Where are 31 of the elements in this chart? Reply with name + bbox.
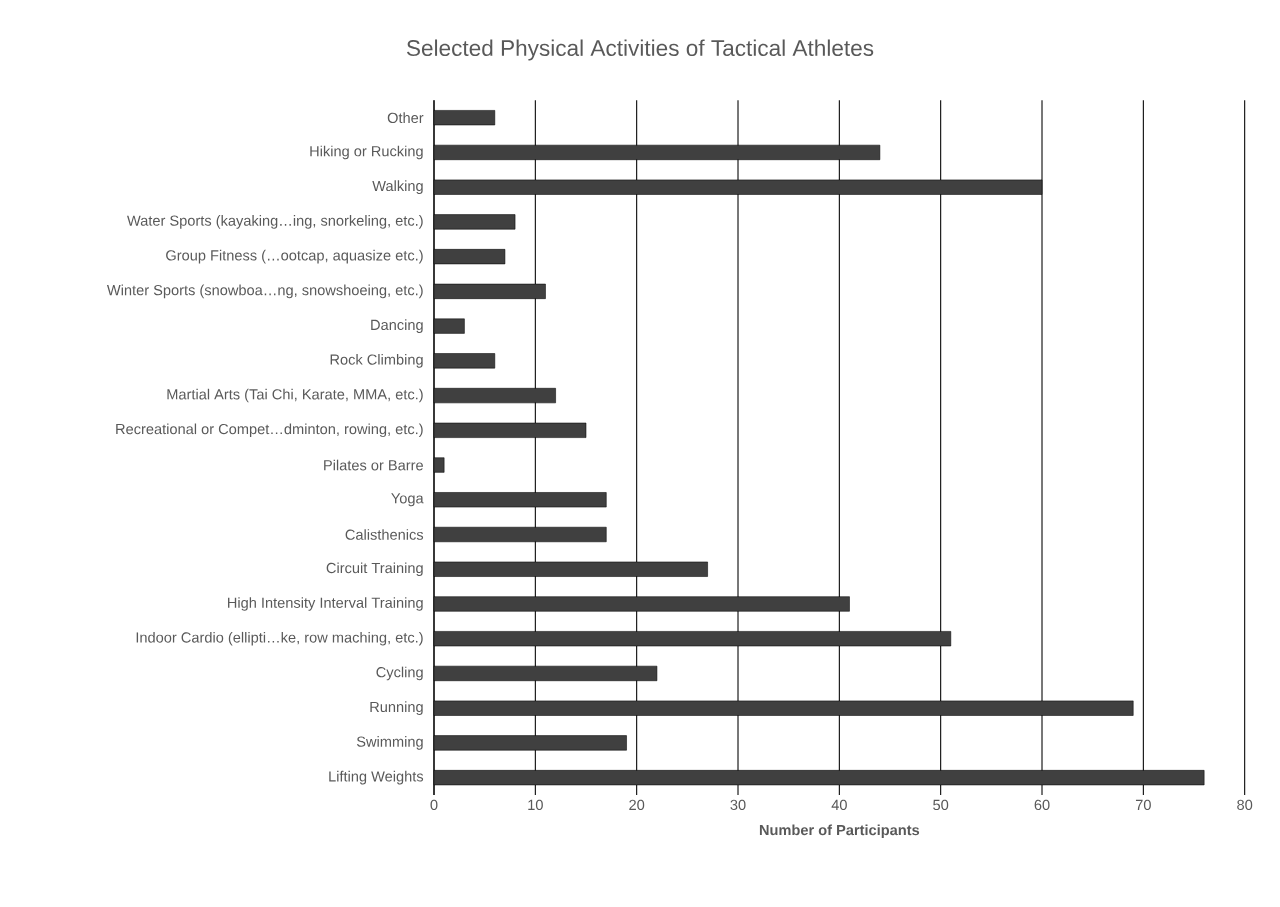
x-axis-title: Number of Participants	[759, 824, 920, 839]
y-tick-label: Other	[387, 112, 424, 124]
y-tick-label: Circuit Training	[326, 562, 423, 577]
y-tick-label: Winter Sports (snowboa…ng, snowshoeing, etc.)	[106, 284, 423, 299]
y-tick-label: Yoga	[391, 493, 424, 507]
y-tick-label: Dancing	[371, 319, 423, 333]
chart-title: Selected Physical Activities of Tactical Athletes	[406, 39, 874, 61]
x-tick-label: 0	[430, 799, 438, 811]
x-tick-label: 50	[933, 799, 949, 811]
y-tick-label: Group Fitness (…ootcap, aquasize etc.)	[166, 249, 423, 264]
x-tick-label: 20	[629, 799, 645, 811]
x-tick-label: 10	[528, 799, 543, 811]
y-tick-label: Hiking or Rucking	[310, 145, 423, 160]
y-tick-label: Swimming	[356, 736, 423, 750]
y-tick-label: Martial Arts (Tai Chi, Karate, MMA, etc.)	[167, 388, 423, 403]
y-tick-label: Indoor Cardio (ellipti…ke, row maching, etc.)	[136, 631, 423, 646]
x-tick-label: 40	[831, 799, 847, 811]
y-tick-label: High Intensity Interval Training	[228, 597, 423, 611]
x-tick-label: 30	[730, 799, 746, 811]
y-tick-label: Running	[370, 701, 423, 715]
y-tick-label: Recreational or Compet…dminton, rowing, etc.)	[116, 423, 423, 438]
x-tick-label: 70	[1135, 799, 1151, 811]
y-tick-label: Lifting Weights	[329, 770, 424, 785]
y-tick-label: Calisthenics	[345, 529, 424, 540]
y-tick-label: Cycling	[376, 666, 423, 681]
x-tick-label: 60	[1034, 799, 1050, 811]
y-tick-label: Water Sports (kayaking…ing, snorkeling, etc.)	[127, 215, 423, 229]
y-tick-label: Walking	[372, 180, 423, 194]
y-tick-label: Pilates or Barre	[324, 459, 423, 471]
x-tick-label: 80	[1237, 799, 1253, 811]
y-tick-label: Rock Climbing	[330, 354, 423, 368]
